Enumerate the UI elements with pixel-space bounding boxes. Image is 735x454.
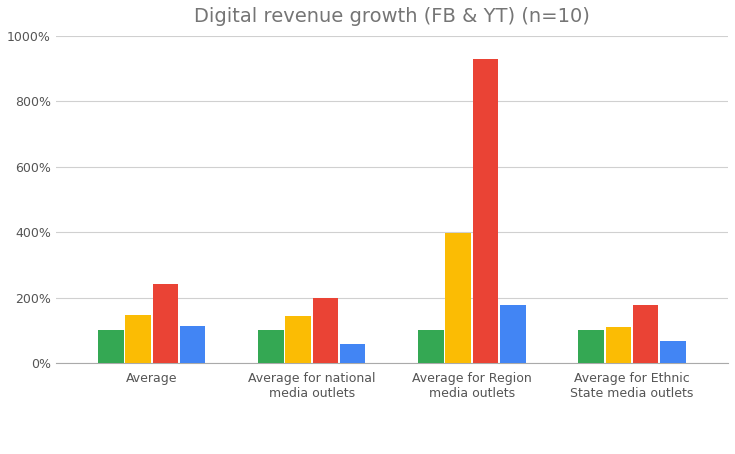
Bar <box>340 344 365 363</box>
Bar <box>312 298 338 363</box>
Bar <box>258 331 284 363</box>
Bar <box>500 305 526 363</box>
Bar <box>473 59 498 363</box>
Bar <box>633 305 659 363</box>
Bar <box>445 233 471 363</box>
Bar <box>98 331 123 363</box>
Bar <box>606 326 631 363</box>
Bar <box>180 326 205 363</box>
Bar <box>660 341 686 363</box>
Bar <box>153 284 178 363</box>
Bar <box>285 316 311 363</box>
Bar <box>126 315 151 363</box>
Title: Digital revenue growth (FB & YT) (n=10): Digital revenue growth (FB & YT) (n=10) <box>194 7 589 26</box>
Bar <box>418 331 444 363</box>
Bar <box>578 331 604 363</box>
